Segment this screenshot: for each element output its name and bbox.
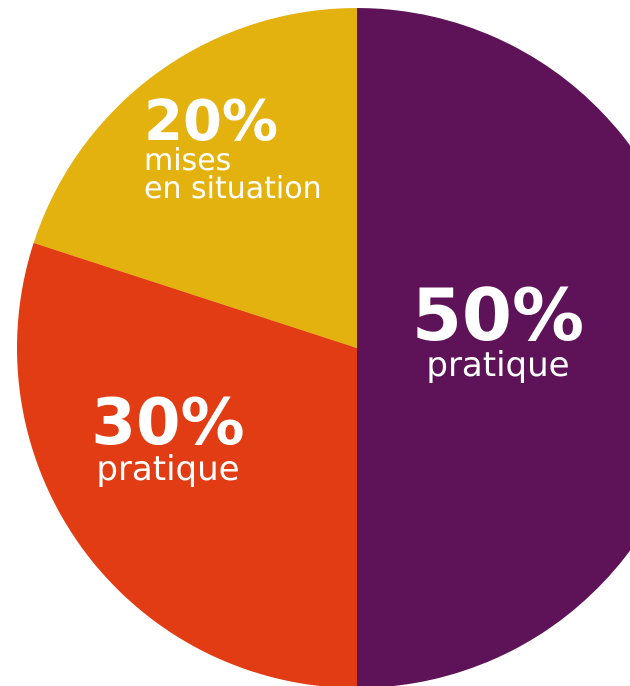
slice-3-percent-label: 20% [144, 89, 278, 154]
pie-slices [16, 8, 630, 686]
slice-2-category-label: pratique [96, 449, 239, 489]
slice-1-percent-label: 50% [412, 273, 584, 357]
slice-1-category-label: pratique [426, 345, 569, 385]
pie-slice-2 [16, 242, 357, 686]
slice-3-category-label: mises [144, 143, 231, 178]
slice-2-percent-label: 30% [91, 386, 244, 460]
slice-3-category-label: en situation [144, 171, 322, 206]
pie-slice-1 [357, 8, 630, 686]
pie-slice-3 [33, 8, 357, 348]
